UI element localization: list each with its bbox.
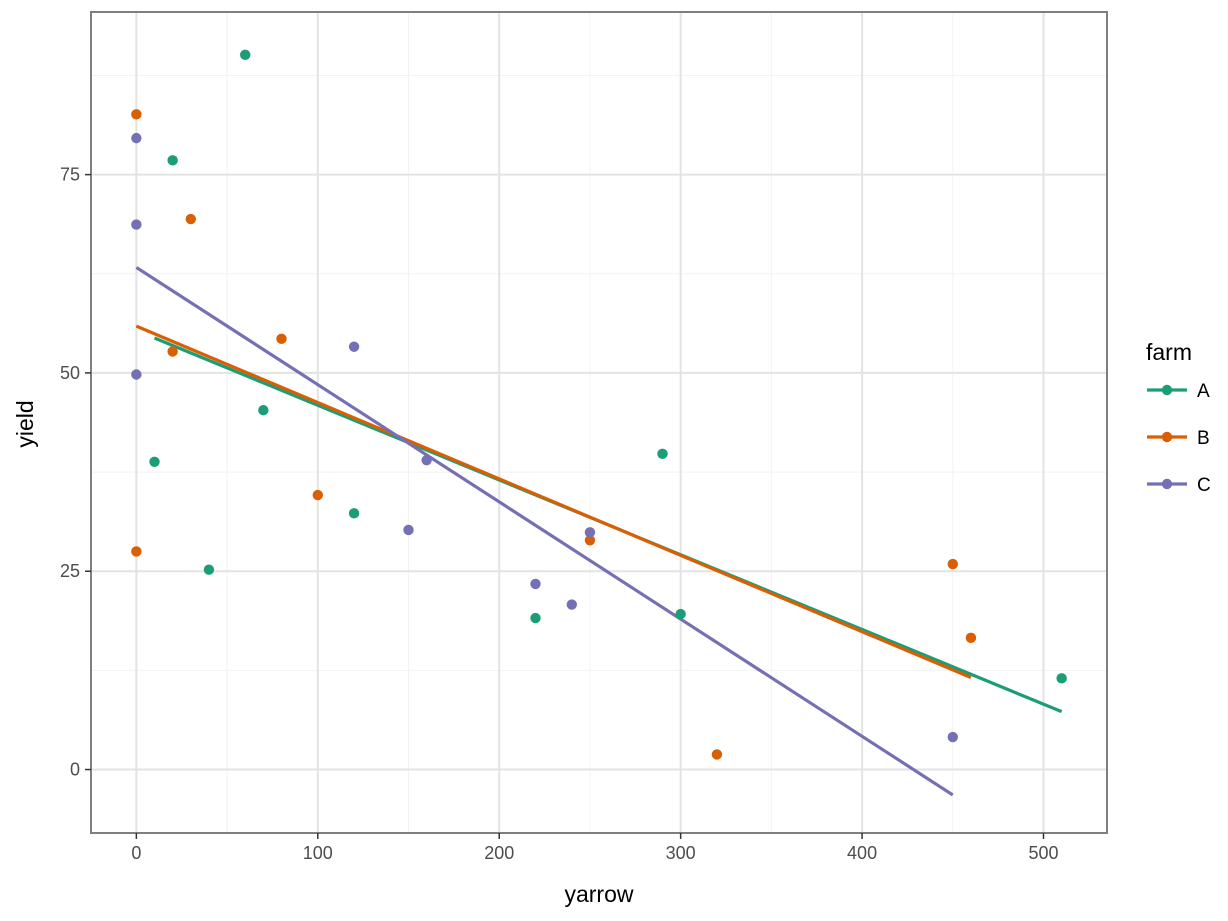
point-A — [1056, 673, 1067, 684]
fit-line-C — [135, 266, 954, 797]
point-A — [348, 508, 360, 519]
point-C — [403, 524, 414, 536]
point-B — [312, 489, 323, 501]
legend-key-point-A — [1161, 384, 1173, 396]
legend-label-A: A — [1197, 381, 1210, 402]
x-tick-label: 400 — [847, 843, 877, 863]
data-points — [131, 49, 1067, 760]
legend-title: farm — [1146, 339, 1192, 365]
x-axis-title: yarrow — [564, 881, 633, 907]
point-B — [131, 546, 142, 557]
y-tick-label: 25 — [60, 561, 80, 581]
point-C — [131, 219, 142, 230]
point-A — [258, 405, 269, 416]
y-tick-label: 0 — [70, 760, 80, 780]
point-C — [131, 369, 142, 380]
legend-key-point-C — [1161, 478, 1173, 490]
legend-label-B: B — [1197, 428, 1210, 449]
x-tick-label: 0 — [131, 843, 141, 863]
point-B — [131, 109, 142, 120]
legend-label-C: C — [1197, 475, 1211, 496]
point-A — [657, 448, 668, 460]
point-B — [584, 535, 596, 546]
point-C — [566, 599, 577, 610]
point-C — [348, 341, 360, 352]
point-A — [240, 49, 251, 61]
x-axis-ticks: 0 100 200 300 400 500 — [131, 833, 1059, 863]
x-tick-label: 200 — [484, 843, 514, 863]
point-C — [947, 731, 958, 743]
point-A — [203, 564, 215, 575]
major-gridlines — [91, 12, 1107, 833]
point-C — [530, 578, 541, 590]
y-tick-label: 75 — [60, 165, 80, 185]
y-axis-title: yield — [12, 400, 38, 447]
point-A — [167, 155, 178, 166]
regression-lines — [135, 266, 1063, 797]
point-A — [675, 608, 686, 620]
point-A — [149, 456, 160, 467]
fit-line-B — [135, 324, 972, 680]
point-C — [131, 132, 142, 144]
legend-key-point-B — [1161, 431, 1173, 443]
point-B — [711, 749, 723, 760]
point-B — [276, 333, 287, 345]
x-tick-label: 100 — [303, 843, 333, 863]
point-A — [530, 612, 541, 624]
legend: farm A B C — [1146, 339, 1211, 496]
y-axis-ticks: 0 25 50 75 — [60, 165, 91, 780]
x-tick-label: 500 — [1028, 843, 1058, 863]
point-C — [584, 527, 596, 538]
point-B — [167, 346, 178, 357]
y-tick-label: 50 — [60, 363, 80, 383]
panel-border — [90, 11, 1108, 834]
point-B — [185, 213, 196, 225]
x-tick-label: 300 — [666, 843, 696, 863]
minor-gridlines — [91, 12, 1107, 833]
point-C — [421, 454, 432, 466]
plot-panel — [91, 12, 1107, 833]
point-B — [965, 632, 977, 644]
point-B — [947, 558, 958, 570]
